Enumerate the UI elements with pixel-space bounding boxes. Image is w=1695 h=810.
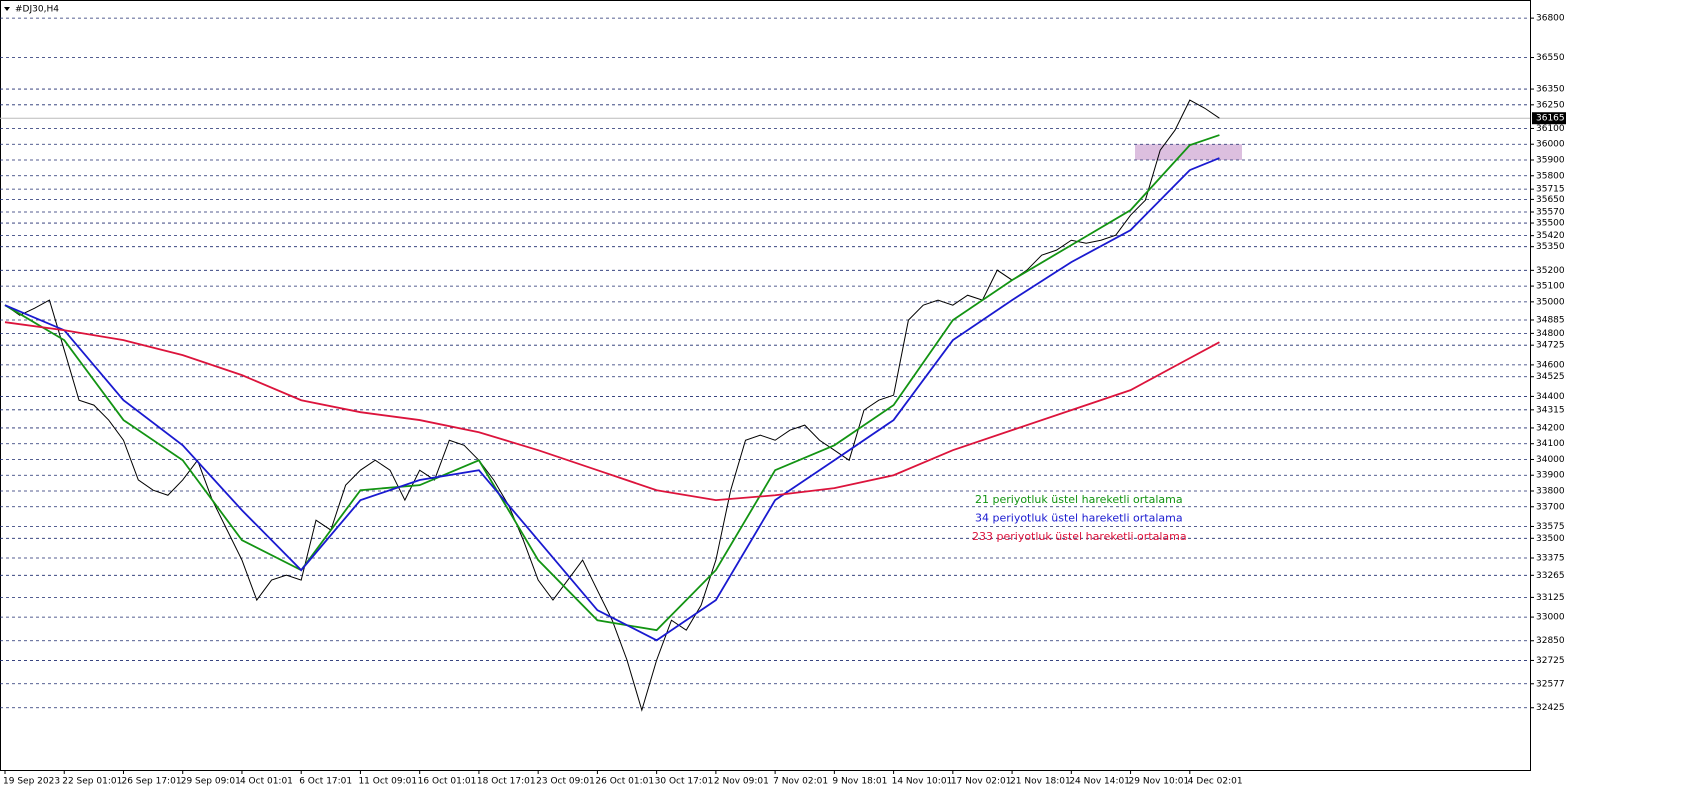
y-tick-label: 35650 — [1536, 195, 1565, 205]
x-tick-label: 23 Oct 09:01 — [536, 777, 595, 787]
y-tick-label: 35100 — [1536, 282, 1565, 292]
x-tick-label: 7 Nov 02:01 — [773, 777, 828, 787]
legend-entry: 21 periyotluk üstel hareketli ortalama — [975, 493, 1183, 506]
x-tick-label: 14 Nov 10:01 — [892, 777, 953, 787]
y-tick-label: 33125 — [1536, 593, 1565, 603]
y-tick-label: 34000 — [1536, 455, 1565, 465]
x-tick-label: 11 Oct 09:01 — [358, 777, 417, 787]
x-tick-label: 29 Sep 09:01 — [181, 777, 241, 787]
y-tick-label: 34600 — [1536, 360, 1565, 370]
y-tick-label: 32577 — [1536, 679, 1565, 689]
chart-title: #DJ30,H4 — [15, 5, 59, 15]
y-tick-label: 36350 — [1536, 85, 1565, 95]
x-tick-label: 30 Oct 17:01 — [655, 777, 714, 787]
current-price-box — [1532, 112, 1566, 125]
menu-arrow[interactable] — [4, 7, 10, 11]
plot-frame — [0, 0, 1531, 771]
x-tick-label: 19 Sep 2023 — [3, 777, 60, 787]
y-tick-label: 33375 — [1536, 553, 1565, 563]
y-tick-label: 35800 — [1536, 171, 1565, 181]
y-tick-label: 34525 — [1536, 372, 1565, 382]
y-tick-label: 33265 — [1536, 571, 1565, 581]
y-tick-label: 33500 — [1536, 534, 1565, 544]
ema-line — [4, 321, 1220, 502]
y-tick-label: 34400 — [1536, 392, 1565, 402]
ema-line — [4, 157, 1220, 642]
y-tick-label: 34315 — [1536, 405, 1565, 415]
y-tick-label: 33900 — [1536, 471, 1565, 481]
y-tick-label: 35420 — [1536, 231, 1565, 241]
x-tick-label: 4 Oct 01:01 — [240, 777, 293, 787]
y-tick-label: 36100 — [1536, 124, 1565, 134]
y-tick-label: 32850 — [1536, 636, 1565, 646]
x-tick-label: 26 Sep 17:01 — [121, 777, 181, 787]
y-tick-label: 35350 — [1536, 242, 1565, 252]
x-tick-label: 2 Nov 09:01 — [714, 777, 769, 787]
y-tick-label: 35500 — [1536, 219, 1565, 229]
current-price-label: 36165 — [1536, 114, 1565, 124]
y-tick-label: 33000 — [1536, 613, 1565, 623]
y-tick-label: 35000 — [1536, 297, 1565, 307]
y-tick-label: 35715 — [1536, 185, 1565, 195]
y-tick-label: 33800 — [1536, 487, 1565, 497]
y-tick-label: 34800 — [1536, 329, 1565, 339]
x-tick-label: 21 Nov 18:01 — [1010, 777, 1071, 787]
y-tick-label: 35200 — [1536, 266, 1565, 276]
y-tick-label: 34725 — [1536, 341, 1565, 351]
y-tick-label: 35900 — [1536, 155, 1565, 165]
y-tick-label: 33575 — [1536, 522, 1565, 532]
x-tick-label: 29 Nov 10:01 — [1129, 777, 1190, 787]
y-tick-label: 36550 — [1536, 53, 1565, 63]
x-tick-label: 9 Nov 18:01 — [832, 777, 887, 787]
y-tick-label: 32725 — [1536, 656, 1565, 666]
y-tick-label: 34885 — [1536, 315, 1565, 325]
x-tick-label: 26 Oct 01:01 — [595, 777, 654, 787]
y-tick-label: 32425 — [1536, 703, 1565, 713]
y-tick-label: 33700 — [1536, 502, 1565, 512]
x-tick-label: 16 Oct 01:01 — [418, 777, 477, 787]
y-tick-label: 36250 — [1536, 100, 1565, 110]
x-tick-label: 6 Oct 17:01 — [299, 777, 352, 787]
y-tick-label: 35570 — [1536, 208, 1565, 218]
y-tick-label: 36800 — [1536, 14, 1565, 24]
y-tick-label: 34100 — [1536, 439, 1565, 449]
x-tick-label: 18 Oct 17:01 — [477, 777, 536, 787]
x-tick-label: 22 Sep 01:01 — [62, 777, 122, 787]
y-tick-label: 36000 — [1536, 140, 1565, 150]
x-tick-label: 4 Dec 02:01 — [1188, 777, 1243, 787]
x-tick-label: 24 Nov 14:01 — [1069, 777, 1130, 787]
legend-entry: 34 periyotluk üstel hareketli ortalama — [975, 512, 1183, 525]
x-tick-label: 17 Nov 02:01 — [951, 777, 1012, 787]
legend-entry: 233 periyotluk üstel hareketli ortalama — [972, 530, 1187, 543]
y-tick-label: 34200 — [1536, 423, 1565, 433]
